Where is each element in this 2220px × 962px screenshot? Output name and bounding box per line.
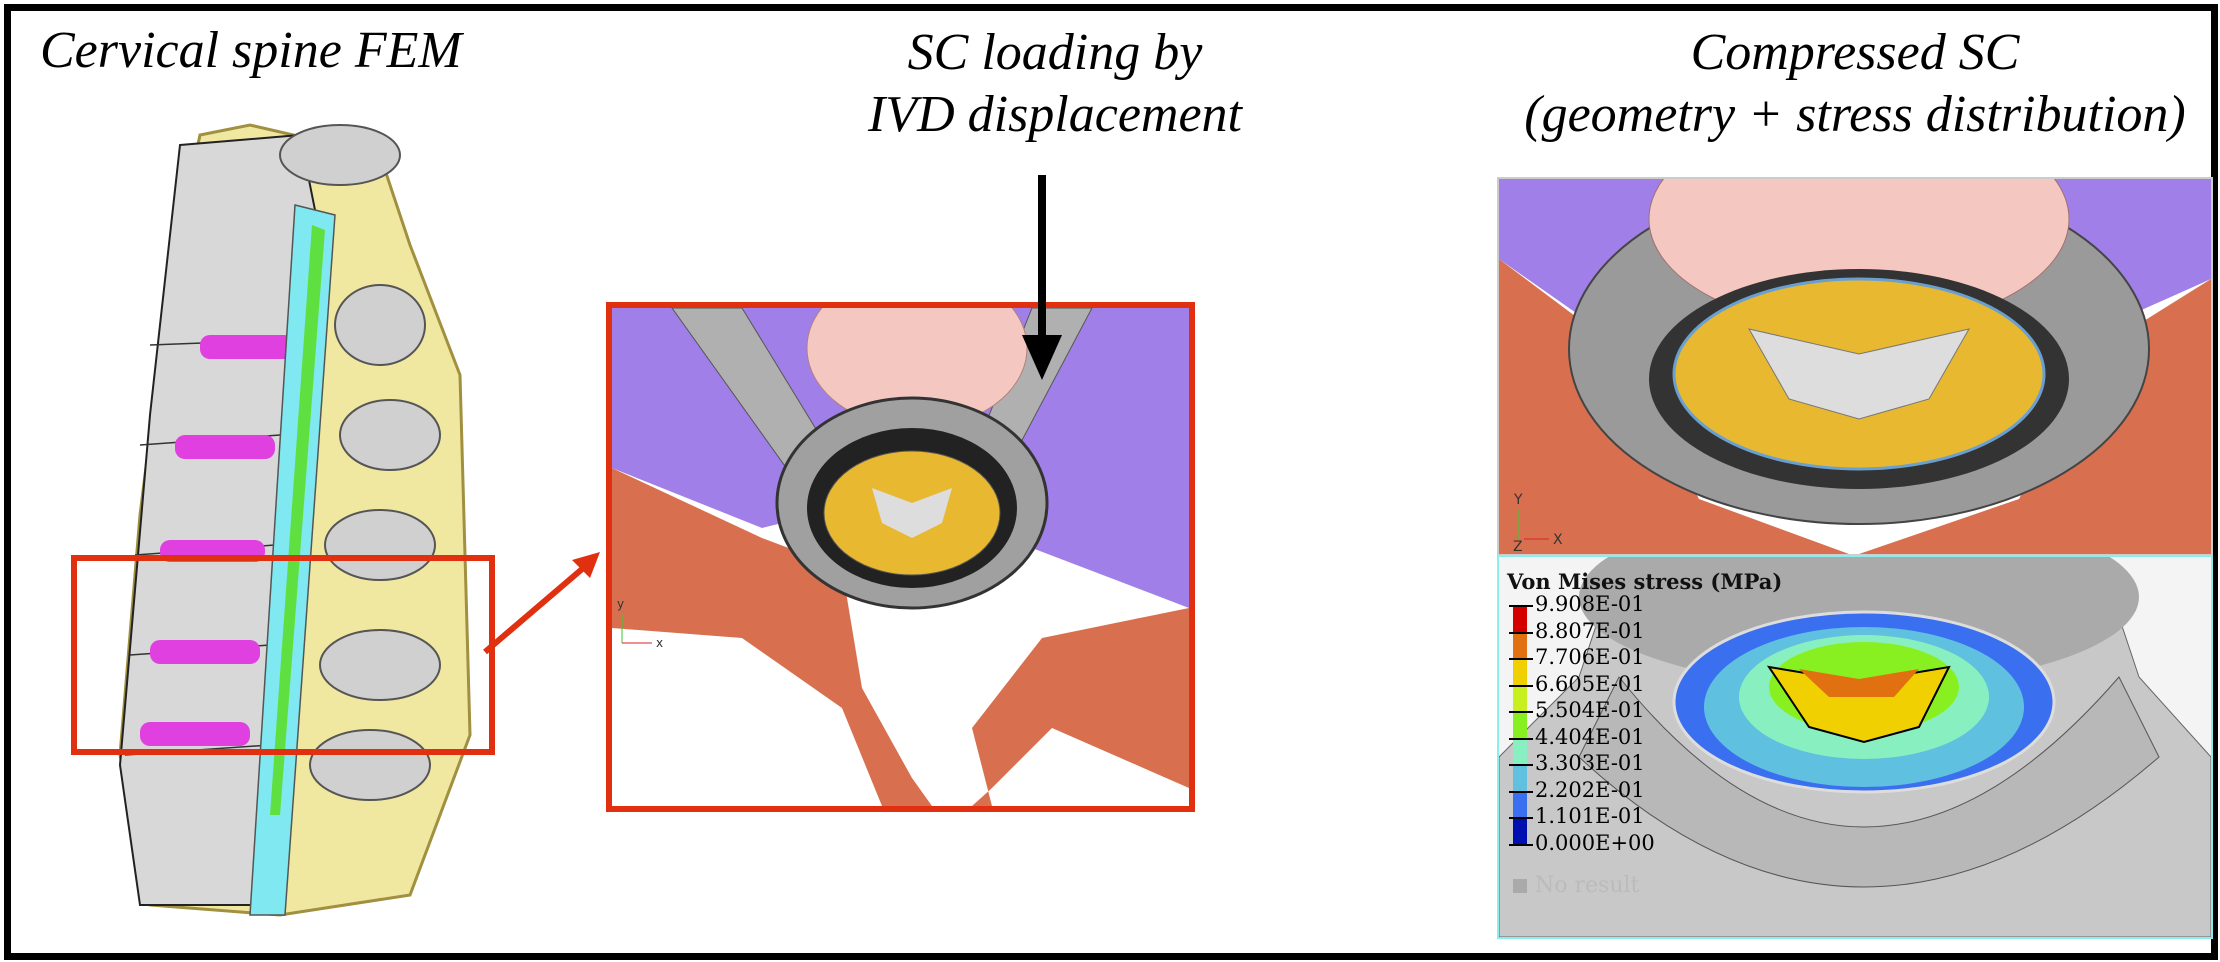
legend-tick <box>1509 817 1533 819</box>
stress-distribution: Von Mises stress (MPa) 9.908E-01 8.807E-0… <box>1497 555 2213 939</box>
legend-tick <box>1509 737 1533 740</box>
legend-tick <box>1509 790 1533 793</box>
legend-tick <box>1509 658 1533 660</box>
cervical-spine-model <box>80 115 500 925</box>
title-cervical-spine-fem: Cervical spine FEM <box>40 22 462 79</box>
title-line-2: IVD displacement <box>867 86 1242 143</box>
legend-row: 3.303E-01 <box>1507 751 1782 793</box>
legend-label: 9.908E-01 <box>1535 592 1645 616</box>
legend-label: 6.605E-01 <box>1535 671 1645 696</box>
legend-swatch <box>1513 660 1527 687</box>
legend-label: 0.000E+00 <box>1535 830 1655 855</box>
legend-row: 7.706E-01 <box>1507 645 1782 687</box>
svg-text:Y: Y <box>1513 492 1523 508</box>
svg-text:X: X <box>1553 532 1563 548</box>
disc-1 <box>200 335 295 359</box>
legend-row: 1.101E-01 <box>1507 804 1782 846</box>
legend-swatch <box>1513 713 1527 740</box>
legend-label: 1.101E-01 <box>1535 804 1645 828</box>
legend-title: Von Mises stress (MPa) <box>1507 569 1783 594</box>
svg-text:Z: Z <box>1513 539 1523 554</box>
disc-2 <box>175 435 275 459</box>
zoom-arrow <box>483 552 600 655</box>
figure-frame <box>4 4 2218 960</box>
legend-label: 4.404E-01 <box>1535 724 1645 749</box>
title-line-1: Compressed SC <box>1690 24 2020 81</box>
legend-swatch <box>1513 792 1527 819</box>
legend-tick <box>1509 711 1533 713</box>
legend-tick <box>1509 764 1533 766</box>
title-compressed-sc: Compressed SC (geometry + stress distrib… <box>1480 22 2220 146</box>
legend-label: 3.303E-01 <box>1535 751 1645 775</box>
legend-tick <box>1509 631 1533 634</box>
legend-swatch <box>1513 819 1527 846</box>
disc-4 <box>150 640 260 664</box>
axes-triad: Y Z X <box>1513 492 1563 554</box>
legend-row: 6.605E-01 <box>1507 671 1782 713</box>
legend-row: 2.202E-01 <box>1507 777 1782 819</box>
disc-5 <box>140 722 250 746</box>
sc-loading-model: y x <box>606 302 1195 812</box>
legend-swatch <box>1513 766 1527 793</box>
legend-swatch <box>1513 633 1527 660</box>
legend-tick <box>1509 684 1533 687</box>
svg-text:y: y <box>617 597 624 611</box>
legend-row: 4.404E-01 <box>1507 724 1782 766</box>
legend-row: 0.000E+00 <box>1507 830 1782 860</box>
highlight-box-left <box>71 555 495 755</box>
axes-triad: y x <box>617 597 663 650</box>
legend-swatch <box>1513 739 1527 766</box>
svg-text:x: x <box>656 636 663 650</box>
legend-label: 5.504E-01 <box>1535 698 1645 722</box>
legend-tick <box>1509 605 1533 607</box>
legend-row: 5.504E-01 <box>1507 698 1782 740</box>
legend-row: 8.807E-01 <box>1507 618 1782 660</box>
legend-tick <box>1509 843 1533 846</box>
title-line-1: SC loading by <box>907 24 1203 81</box>
legend-label: 8.807E-01 <box>1535 618 1645 643</box>
title-line-2: (geometry + stress distribution) <box>1524 86 2186 143</box>
compressed-sc-geometry: Y Z X <box>1497 177 2213 556</box>
legend-label: 7.706E-01 <box>1535 645 1645 669</box>
load-arrow <box>1022 175 1062 380</box>
legend-label: 2.202E-01 <box>1535 777 1645 802</box>
stress-legend: Von Mises stress (MPa) 9.908E-01 8.807E-0… <box>1507 569 1782 898</box>
title-sc-loading: SC loading by IVD displacement <box>805 22 1305 146</box>
legend-swatch <box>1513 607 1527 634</box>
legend-no-result: No result <box>1512 873 1782 898</box>
legend-swatch <box>1513 686 1527 713</box>
legend-row: 9.908E-01 <box>1507 592 1782 634</box>
